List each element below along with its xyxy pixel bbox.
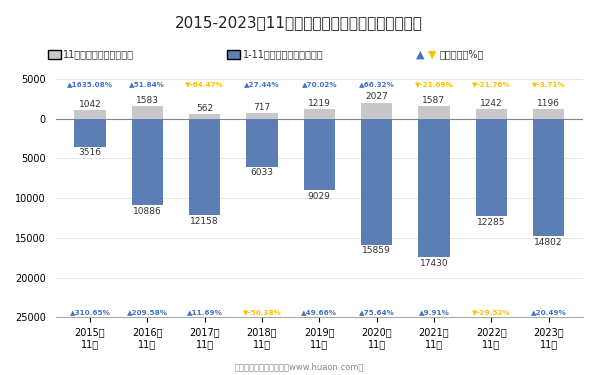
Text: ▲20.49%: ▲20.49% <box>531 309 566 315</box>
Text: 6033: 6033 <box>251 168 273 177</box>
Text: ▲310.65%: ▲310.65% <box>69 309 111 315</box>
Text: ▼-21.69%: ▼-21.69% <box>414 81 453 87</box>
Text: ▲75.64%: ▲75.64% <box>359 309 395 315</box>
Bar <box>74 119 106 147</box>
Text: 同比增长（%）: 同比增长（%） <box>440 50 484 59</box>
Text: 1219: 1219 <box>308 99 331 108</box>
Bar <box>533 119 565 236</box>
Bar <box>189 119 221 215</box>
Text: 1196: 1196 <box>537 99 560 108</box>
Bar <box>74 111 106 119</box>
Text: ▲1635.08%: ▲1635.08% <box>67 81 113 87</box>
Text: ▼-64.47%: ▼-64.47% <box>185 81 224 87</box>
Text: 3516: 3516 <box>78 148 102 157</box>
Text: ▲49.66%: ▲49.66% <box>301 309 337 315</box>
Bar <box>475 109 507 119</box>
Text: ▲70.02%: ▲70.02% <box>301 81 337 87</box>
Text: ▲66.32%: ▲66.32% <box>359 81 395 87</box>
Bar <box>361 119 392 245</box>
Text: ▲: ▲ <box>416 50 424 59</box>
Text: 10886: 10886 <box>133 207 161 216</box>
Text: 12285: 12285 <box>477 218 505 227</box>
Bar <box>304 109 335 119</box>
Text: ▲51.84%: ▲51.84% <box>129 81 165 87</box>
Bar <box>189 114 221 119</box>
Text: 17430: 17430 <box>420 259 448 268</box>
Text: 15859: 15859 <box>362 246 391 255</box>
Text: ▲209.58%: ▲209.58% <box>127 309 168 315</box>
Bar <box>533 109 565 119</box>
Bar <box>246 113 277 119</box>
Bar <box>418 106 450 119</box>
Text: 717: 717 <box>254 103 271 112</box>
Text: 12158: 12158 <box>190 217 219 226</box>
Bar <box>246 119 277 166</box>
Text: ▼: ▼ <box>428 50 436 59</box>
Text: ▲27.44%: ▲27.44% <box>244 81 280 87</box>
Text: 11月期货成交量（万手）: 11月期货成交量（万手） <box>63 50 135 59</box>
Bar <box>304 119 335 190</box>
Text: ▼-21.76%: ▼-21.76% <box>472 81 511 87</box>
Bar <box>361 103 392 119</box>
Text: ▼-50.38%: ▼-50.38% <box>243 309 282 315</box>
Text: 9029: 9029 <box>308 192 331 201</box>
Text: 1-11月期货成交量（万手）: 1-11月期货成交量（万手） <box>243 50 324 59</box>
Text: 562: 562 <box>196 104 213 113</box>
Text: ▲11.69%: ▲11.69% <box>187 309 222 315</box>
Text: ▼-3.71%: ▼-3.71% <box>532 81 566 87</box>
Bar <box>132 119 163 205</box>
Text: 制图：华经产业研究院（www.huaon.com）: 制图：华经产业研究院（www.huaon.com） <box>234 362 364 371</box>
Bar <box>418 119 450 257</box>
Text: 1242: 1242 <box>480 99 502 108</box>
Text: ▼-29.52%: ▼-29.52% <box>472 309 511 315</box>
Text: 2027: 2027 <box>365 92 388 101</box>
Bar <box>475 119 507 216</box>
Text: ▲9.91%: ▲9.91% <box>419 309 449 315</box>
Bar <box>132 106 163 119</box>
Text: 1042: 1042 <box>78 100 102 109</box>
Text: 1583: 1583 <box>136 96 159 105</box>
Text: 14802: 14802 <box>535 238 563 247</box>
Text: 1587: 1587 <box>422 96 446 105</box>
Text: 2015-2023年11月大连商品交易所玉米期货成交量: 2015-2023年11月大连商品交易所玉米期货成交量 <box>175 15 423 30</box>
